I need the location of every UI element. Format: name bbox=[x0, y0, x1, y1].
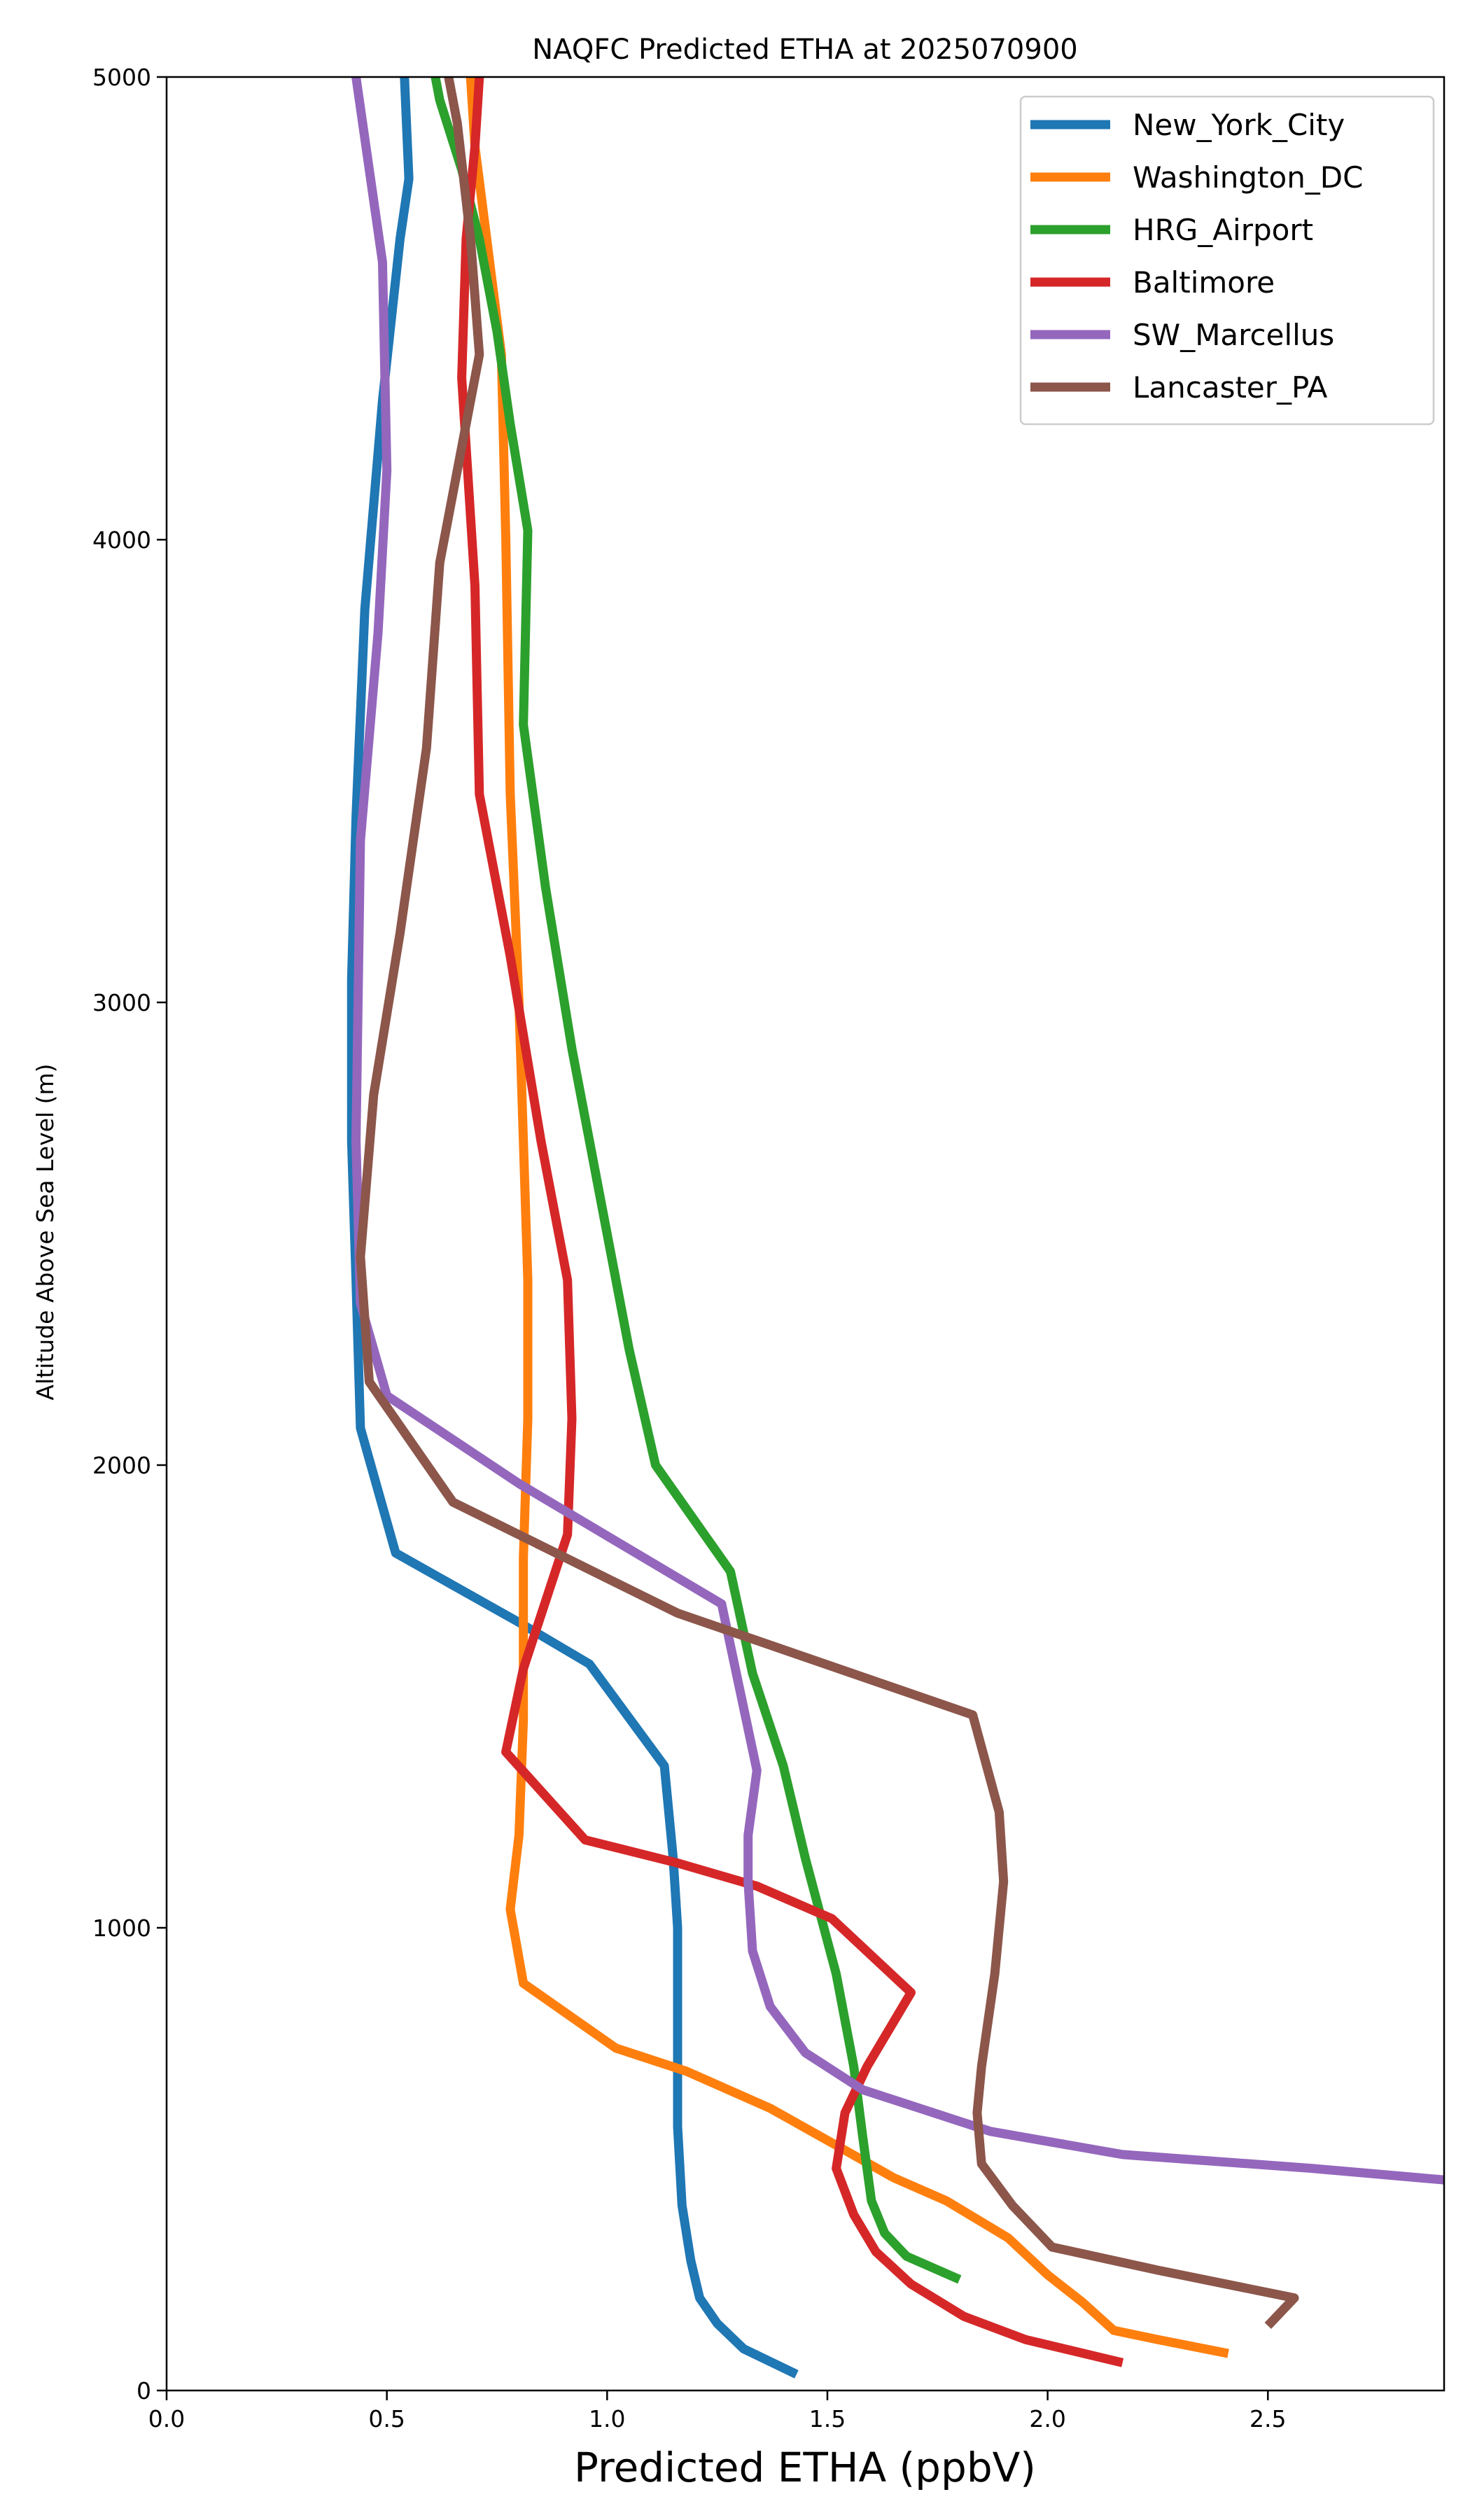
y-axis-label: Altitude Above Sea Level (m) bbox=[31, 1064, 59, 1401]
y-tick-label: 1000 bbox=[92, 1914, 151, 1942]
y-axis: 0 1000 2000 3000 4000 5000 bbox=[92, 64, 167, 2404]
x-tick-label: 1.5 bbox=[809, 2405, 846, 2432]
series-line-sw-marcellus bbox=[351, 77, 1444, 2185]
series-line-lancaster-pa bbox=[356, 77, 1299, 2329]
x-tick-label: 0.5 bbox=[368, 2405, 405, 2432]
plot-frame bbox=[165, 76, 1446, 2392]
legend-entry: New_York_City bbox=[1133, 108, 1345, 142]
legend: New_York_City Washington_DC HRG_Airport Bal… bbox=[1019, 95, 1435, 426]
series-lines bbox=[346, 77, 1444, 2379]
legend-entry: Washington_DC bbox=[1133, 160, 1363, 195]
x-tick-label: 1.0 bbox=[589, 2405, 625, 2432]
legend-entry: Lancaster_PA bbox=[1133, 370, 1328, 405]
x-axis: 0.0 0.5 1.0 1.5 2.0 2.5 bbox=[148, 2390, 1287, 2432]
series-line-washington-dc bbox=[465, 77, 1229, 2358]
legend-entry: HRG_Airport bbox=[1133, 213, 1313, 247]
x-tick-label: 2.5 bbox=[1250, 2405, 1286, 2432]
x-tick-label: 2.0 bbox=[1029, 2405, 1065, 2432]
y-tick-label: 4000 bbox=[92, 526, 151, 554]
y-tick-label: 0 bbox=[136, 2377, 151, 2404]
chart-title: NAQFC Predicted ETHA at 2025070900 bbox=[532, 34, 1077, 66]
legend-entry: Baltimore bbox=[1133, 265, 1275, 300]
y-tick-label: 5000 bbox=[92, 64, 151, 91]
y-tick-label: 3000 bbox=[92, 989, 151, 1016]
x-tick-label: 0.0 bbox=[148, 2405, 185, 2432]
y-tick-label: 2000 bbox=[92, 1452, 151, 1479]
series-line-baltimore bbox=[457, 77, 1124, 2367]
legend-box bbox=[1019, 95, 1435, 426]
plot-area bbox=[165, 76, 1446, 2392]
series-line-new-york-city bbox=[346, 77, 799, 2379]
series-line-hrg-airport bbox=[430, 77, 962, 2284]
legend-entry: SW_Marcellus bbox=[1133, 318, 1334, 352]
x-axis-label: Predicted ETHA (ppbV) bbox=[574, 2444, 1036, 2491]
